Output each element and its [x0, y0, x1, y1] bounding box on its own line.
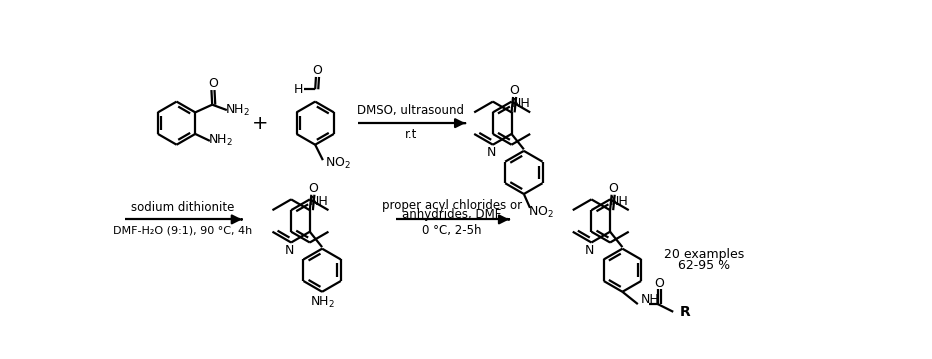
Text: O: O: [654, 277, 665, 290]
Text: NH$_2$: NH$_2$: [309, 295, 335, 310]
Text: NO$_2$: NO$_2$: [528, 205, 554, 220]
Text: DMSO, ultrasound: DMSO, ultrasound: [357, 104, 464, 117]
Text: O: O: [308, 182, 318, 195]
Text: NH: NH: [309, 195, 328, 208]
Text: 20 examples: 20 examples: [664, 248, 744, 261]
Text: anhydrides, DMF: anhydrides, DMF: [403, 208, 501, 221]
Text: O: O: [208, 78, 218, 90]
Text: r.t: r.t: [404, 128, 417, 141]
Text: NH: NH: [512, 97, 530, 111]
Text: NH$_2$: NH$_2$: [208, 133, 233, 148]
Text: NO$_2$: NO$_2$: [325, 156, 351, 171]
Text: R: R: [679, 305, 690, 319]
Text: O: O: [609, 182, 618, 195]
Text: H: H: [294, 83, 303, 96]
Text: NH: NH: [610, 195, 629, 208]
Text: NH$_2$: NH$_2$: [226, 103, 250, 118]
Text: N: N: [487, 146, 496, 159]
Text: 0 °C, 2-5h: 0 °C, 2-5h: [422, 224, 482, 237]
Text: 62-95 %: 62-95 %: [678, 259, 730, 272]
Text: +: +: [252, 114, 268, 133]
Text: N: N: [285, 244, 295, 257]
Text: O: O: [312, 64, 322, 77]
Text: DMF-H₂O (9:1), 90 °C, 4h: DMF-H₂O (9:1), 90 °C, 4h: [113, 226, 253, 236]
Text: N: N: [585, 244, 595, 257]
Text: sodium dithionite: sodium dithionite: [131, 201, 235, 214]
Text: proper acyl chlorides or: proper acyl chlorides or: [382, 199, 522, 212]
Text: O: O: [510, 84, 519, 97]
Text: NH: NH: [641, 293, 660, 306]
